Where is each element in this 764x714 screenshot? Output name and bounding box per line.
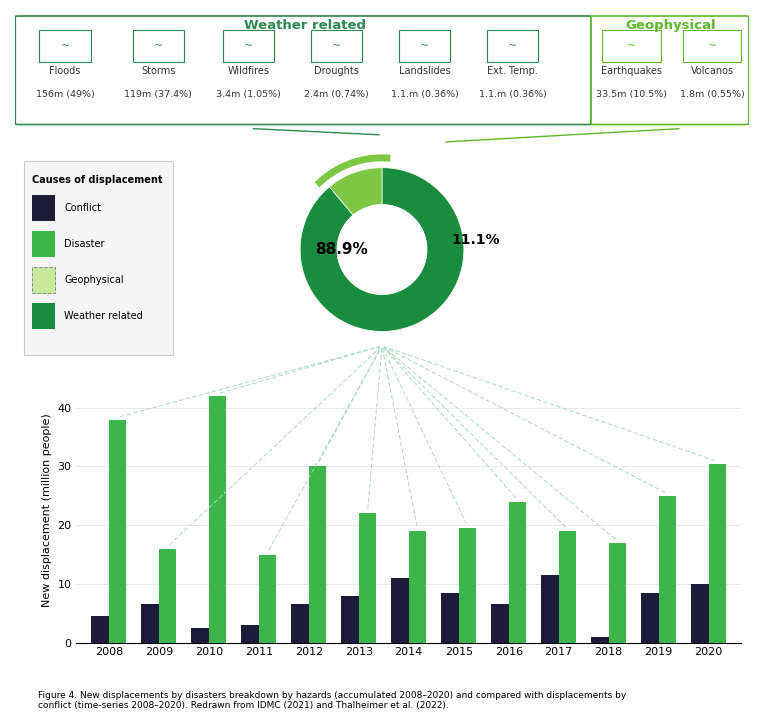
Bar [92, 616, 109, 643]
Text: Earthquakes: Earthquakes [601, 66, 662, 76]
Bar [159, 548, 176, 643]
Text: 11.1%: 11.1% [452, 233, 500, 247]
Bar [602, 30, 661, 62]
Bar [609, 543, 626, 643]
Bar [399, 30, 450, 62]
Text: Geophysical: Geophysical [625, 19, 716, 32]
Text: Weather related: Weather related [64, 311, 143, 321]
Text: ~: ~ [626, 41, 636, 51]
Text: 33.5m (10.5%): 33.5m (10.5%) [596, 90, 667, 99]
Bar [342, 595, 359, 643]
Bar [291, 605, 309, 643]
Bar [409, 531, 426, 643]
Bar [442, 593, 458, 643]
Bar [591, 637, 609, 643]
Bar [458, 528, 476, 643]
Bar [191, 628, 209, 643]
Bar [141, 605, 159, 643]
Text: 2.4m (0.74%): 2.4m (0.74%) [304, 90, 369, 99]
Text: ~: ~ [707, 41, 717, 51]
Bar [683, 30, 741, 62]
Text: Causes of displacement: Causes of displacement [32, 175, 163, 185]
Bar [708, 463, 726, 643]
Text: Conflict: Conflict [64, 203, 101, 213]
Text: Figure 4. New displacements by disasters breakdown by hazards (accumulated 2008–: Figure 4. New displacements by disasters… [38, 691, 626, 710]
Bar [32, 303, 55, 329]
Bar [133, 30, 184, 62]
Polygon shape [329, 168, 382, 215]
Text: 156m (49%): 156m (49%) [36, 90, 95, 99]
Text: 3.4m (1.05%): 3.4m (1.05%) [216, 90, 281, 99]
Bar [359, 513, 376, 643]
Text: ~: ~ [154, 41, 163, 51]
Bar [259, 555, 277, 643]
Text: 88.9%: 88.9% [315, 242, 367, 257]
Polygon shape [300, 168, 464, 331]
Bar [311, 30, 362, 62]
Text: Ext. Temp.: Ext. Temp. [487, 66, 538, 76]
Text: 1.1.m (0.36%): 1.1.m (0.36%) [390, 90, 458, 99]
Y-axis label: New displacement (million people): New displacement (million people) [42, 413, 52, 608]
Bar [40, 30, 91, 62]
Text: Disaster: Disaster [64, 239, 105, 249]
Text: 1.1.m (0.36%): 1.1.m (0.36%) [478, 90, 546, 99]
Bar [209, 396, 226, 643]
Bar [223, 30, 274, 62]
Text: ~: ~ [420, 41, 429, 51]
Text: Weather related: Weather related [244, 19, 366, 32]
Bar [541, 575, 558, 643]
Text: Floods: Floods [50, 66, 81, 76]
Bar [487, 30, 538, 62]
Bar [32, 267, 55, 293]
Bar [391, 578, 409, 643]
FancyBboxPatch shape [24, 161, 173, 355]
Bar [32, 195, 55, 221]
Text: Storms: Storms [141, 66, 176, 76]
Bar [32, 231, 55, 257]
Circle shape [337, 204, 427, 295]
Bar [659, 496, 676, 643]
Text: Landslides: Landslides [399, 66, 451, 76]
Bar [491, 605, 509, 643]
Text: ~: ~ [508, 41, 517, 51]
Text: Droughts: Droughts [314, 66, 359, 76]
Text: Wildfires: Wildfires [228, 66, 270, 76]
Bar [309, 466, 326, 643]
Bar [691, 584, 708, 643]
Text: 119m (37.4%): 119m (37.4%) [125, 90, 193, 99]
Text: ~: ~ [332, 41, 342, 51]
Bar [109, 420, 126, 643]
Bar [558, 531, 576, 643]
Text: ~: ~ [244, 41, 253, 51]
Text: Geophysical: Geophysical [64, 275, 124, 285]
Text: Volcanos: Volcanos [691, 66, 733, 76]
Text: ~: ~ [60, 41, 70, 51]
Bar [241, 625, 259, 643]
Bar [509, 502, 526, 643]
Text: 1.8m (0.55%): 1.8m (0.55%) [680, 90, 744, 99]
Bar [641, 593, 659, 643]
FancyBboxPatch shape [15, 16, 591, 124]
FancyBboxPatch shape [591, 16, 749, 124]
